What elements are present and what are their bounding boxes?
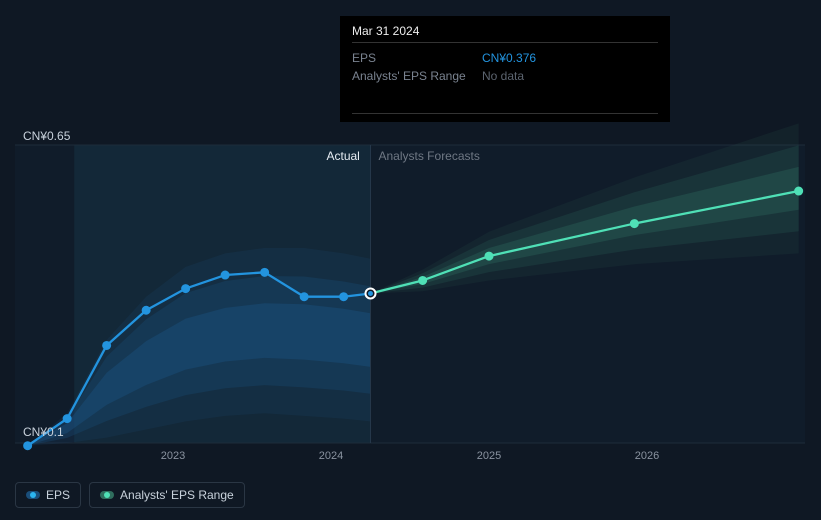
svg-text:2026: 2026 [635,450,659,462]
chart-container: { "chart": { "type": "line", "background… [0,0,821,520]
tooltip-date: Mar 31 2024 [352,24,658,38]
svg-text:2024: 2024 [319,450,343,462]
chart-tooltip: Mar 31 2024 EPS CN¥0.376 Analysts' EPS R… [340,16,670,122]
chart-legend: EPS Analysts' EPS Range [15,482,245,508]
legend-label: Analysts' EPS Range [120,488,234,502]
tooltip-value: No data [482,67,524,85]
svg-text:2023: 2023 [161,450,185,462]
tooltip-divider [352,113,658,114]
region-label-actual: Actual [327,149,360,163]
legend-item-eps[interactable]: EPS [15,482,81,508]
legend-item-analysts-range[interactable]: Analysts' EPS Range [89,482,245,508]
tooltip-value: CN¥0.376 [482,49,536,67]
y-axis-label-max: CN¥0.65 [23,129,70,143]
legend-swatch-icon [26,491,40,499]
region-label-forecast: Analysts Forecasts [379,149,480,163]
svg-text:2025: 2025 [477,450,501,462]
tooltip-label: EPS [352,49,472,67]
legend-label: EPS [46,488,70,502]
tooltip-divider [352,42,658,43]
tooltip-row-eps: EPS CN¥0.376 [352,49,658,67]
legend-swatch-icon [100,491,114,499]
tooltip-row-range: Analysts' EPS Range No data [352,67,658,85]
y-axis-label-min: CN¥0.1 [23,425,64,439]
tooltip-label: Analysts' EPS Range [352,67,472,85]
